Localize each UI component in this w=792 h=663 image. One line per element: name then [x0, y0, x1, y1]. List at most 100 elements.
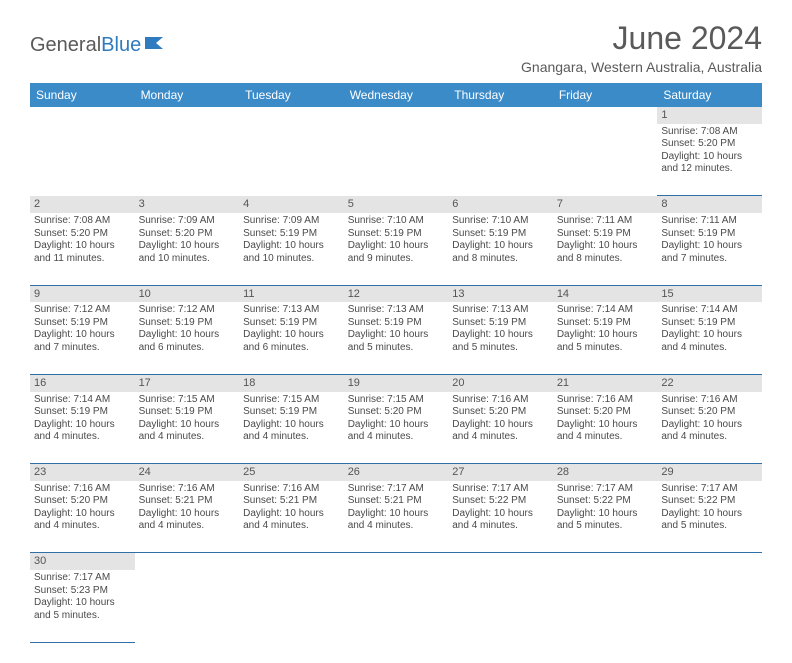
day1-text: Daylight: 10 hours: [557, 419, 654, 432]
sunset-text: Sunset: 5:19 PM: [348, 317, 445, 330]
day1-text: Daylight: 10 hours: [557, 508, 654, 521]
sunrise-text: Sunrise: 7:13 AM: [348, 304, 445, 317]
calendar-cell: Sunrise: 7:14 AMSunset: 5:19 PMDaylight:…: [30, 392, 135, 464]
daynum-row: 23242526272829: [30, 464, 762, 481]
daynum-row: 2345678: [30, 196, 762, 213]
day-number: 23: [30, 464, 135, 481]
day-number: [448, 553, 553, 570]
sunset-text: Sunset: 5:20 PM: [139, 228, 236, 241]
day-number: 30: [30, 553, 135, 570]
day-number: 5: [344, 196, 449, 213]
day1-text: Daylight: 10 hours: [661, 151, 758, 164]
sunrise-text: Sunrise: 7:08 AM: [661, 126, 758, 139]
calendar-row: Sunrise: 7:08 AMSunset: 5:20 PMDaylight:…: [30, 124, 762, 196]
day2-text: and 5 minutes.: [557, 520, 654, 533]
sunrise-text: Sunrise: 7:15 AM: [243, 394, 340, 407]
calendar-cell: [239, 570, 344, 642]
calendar-cell: Sunrise: 7:11 AMSunset: 5:19 PMDaylight:…: [553, 213, 658, 285]
day2-text: and 12 minutes.: [661, 163, 758, 176]
day-header-row: Sunday Monday Tuesday Wednesday Thursday…: [30, 83, 762, 107]
day-number: 4: [239, 196, 344, 213]
sunset-text: Sunset: 5:19 PM: [243, 317, 340, 330]
sunset-text: Sunset: 5:20 PM: [348, 406, 445, 419]
sunrise-text: Sunrise: 7:17 AM: [661, 483, 758, 496]
calendar-cell: [135, 124, 240, 196]
day2-text: and 11 minutes.: [34, 253, 131, 266]
sunset-text: Sunset: 5:22 PM: [661, 495, 758, 508]
day2-text: and 10 minutes.: [243, 253, 340, 266]
sunset-text: Sunset: 5:20 PM: [661, 406, 758, 419]
day-header: Sunday: [30, 83, 135, 107]
day1-text: Daylight: 10 hours: [452, 240, 549, 253]
day2-text: and 5 minutes.: [452, 342, 549, 355]
sunset-text: Sunset: 5:20 PM: [557, 406, 654, 419]
day-number: 19: [344, 374, 449, 391]
day1-text: Daylight: 10 hours: [557, 240, 654, 253]
day-number: 12: [344, 285, 449, 302]
header: GeneralBlue June 2024 Gnangara, Western …: [30, 20, 762, 75]
sunrise-text: Sunrise: 7:09 AM: [243, 215, 340, 228]
sunrise-text: Sunrise: 7:16 AM: [557, 394, 654, 407]
day2-text: and 7 minutes.: [661, 253, 758, 266]
day2-text: and 8 minutes.: [452, 253, 549, 266]
sunset-text: Sunset: 5:19 PM: [34, 317, 131, 330]
day2-text: and 4 minutes.: [139, 520, 236, 533]
calendar-table: Sunday Monday Tuesday Wednesday Thursday…: [30, 83, 762, 643]
day1-text: Daylight: 10 hours: [557, 329, 654, 342]
calendar-cell: Sunrise: 7:13 AMSunset: 5:19 PMDaylight:…: [344, 302, 449, 374]
day-number: [448, 107, 553, 124]
day-number: [135, 107, 240, 124]
day-number: 20: [448, 374, 553, 391]
day-number: [553, 553, 658, 570]
day1-text: Daylight: 10 hours: [243, 508, 340, 521]
day2-text: and 4 minutes.: [34, 520, 131, 533]
day-header: Saturday: [657, 83, 762, 107]
sunset-text: Sunset: 5:19 PM: [452, 317, 549, 330]
sunrise-text: Sunrise: 7:10 AM: [452, 215, 549, 228]
day2-text: and 6 minutes.: [243, 342, 340, 355]
sunrise-text: Sunrise: 7:15 AM: [139, 394, 236, 407]
sunrise-text: Sunrise: 7:14 AM: [557, 304, 654, 317]
calendar-cell: Sunrise: 7:09 AMSunset: 5:19 PMDaylight:…: [239, 213, 344, 285]
day2-text: and 5 minutes.: [661, 520, 758, 533]
day2-text: and 4 minutes.: [661, 431, 758, 444]
sunrise-text: Sunrise: 7:09 AM: [139, 215, 236, 228]
day1-text: Daylight: 10 hours: [661, 508, 758, 521]
day-number: [344, 553, 449, 570]
day-number: 26: [344, 464, 449, 481]
day-number: [239, 107, 344, 124]
calendar-row: Sunrise: 7:16 AMSunset: 5:20 PMDaylight:…: [30, 481, 762, 553]
day-header: Tuesday: [239, 83, 344, 107]
sunrise-text: Sunrise: 7:16 AM: [452, 394, 549, 407]
day-number: 11: [239, 285, 344, 302]
calendar-cell: Sunrise: 7:17 AMSunset: 5:22 PMDaylight:…: [553, 481, 658, 553]
day1-text: Daylight: 10 hours: [139, 240, 236, 253]
day-number: 2: [30, 196, 135, 213]
day2-text: and 7 minutes.: [34, 342, 131, 355]
day-number: [344, 107, 449, 124]
day1-text: Daylight: 10 hours: [243, 329, 340, 342]
day-number: 14: [553, 285, 658, 302]
day-number: 27: [448, 464, 553, 481]
sunset-text: Sunset: 5:20 PM: [661, 138, 758, 151]
sunrise-text: Sunrise: 7:17 AM: [452, 483, 549, 496]
calendar-cell: Sunrise: 7:17 AMSunset: 5:22 PMDaylight:…: [657, 481, 762, 553]
day-header: Monday: [135, 83, 240, 107]
calendar-cell: [344, 570, 449, 642]
day-number: 29: [657, 464, 762, 481]
calendar-cell: Sunrise: 7:17 AMSunset: 5:23 PMDaylight:…: [30, 570, 135, 642]
day-number: 9: [30, 285, 135, 302]
calendar-cell: Sunrise: 7:12 AMSunset: 5:19 PMDaylight:…: [30, 302, 135, 374]
sunrise-text: Sunrise: 7:16 AM: [139, 483, 236, 496]
sunset-text: Sunset: 5:20 PM: [452, 406, 549, 419]
sunset-text: Sunset: 5:22 PM: [557, 495, 654, 508]
sunset-text: Sunset: 5:19 PM: [661, 317, 758, 330]
sunset-text: Sunset: 5:19 PM: [243, 228, 340, 241]
day1-text: Daylight: 10 hours: [348, 329, 445, 342]
day1-text: Daylight: 10 hours: [452, 419, 549, 432]
day1-text: Daylight: 10 hours: [661, 240, 758, 253]
day2-text: and 10 minutes.: [139, 253, 236, 266]
sunrise-text: Sunrise: 7:17 AM: [34, 572, 131, 585]
day2-text: and 4 minutes.: [452, 520, 549, 533]
day-header: Thursday: [448, 83, 553, 107]
